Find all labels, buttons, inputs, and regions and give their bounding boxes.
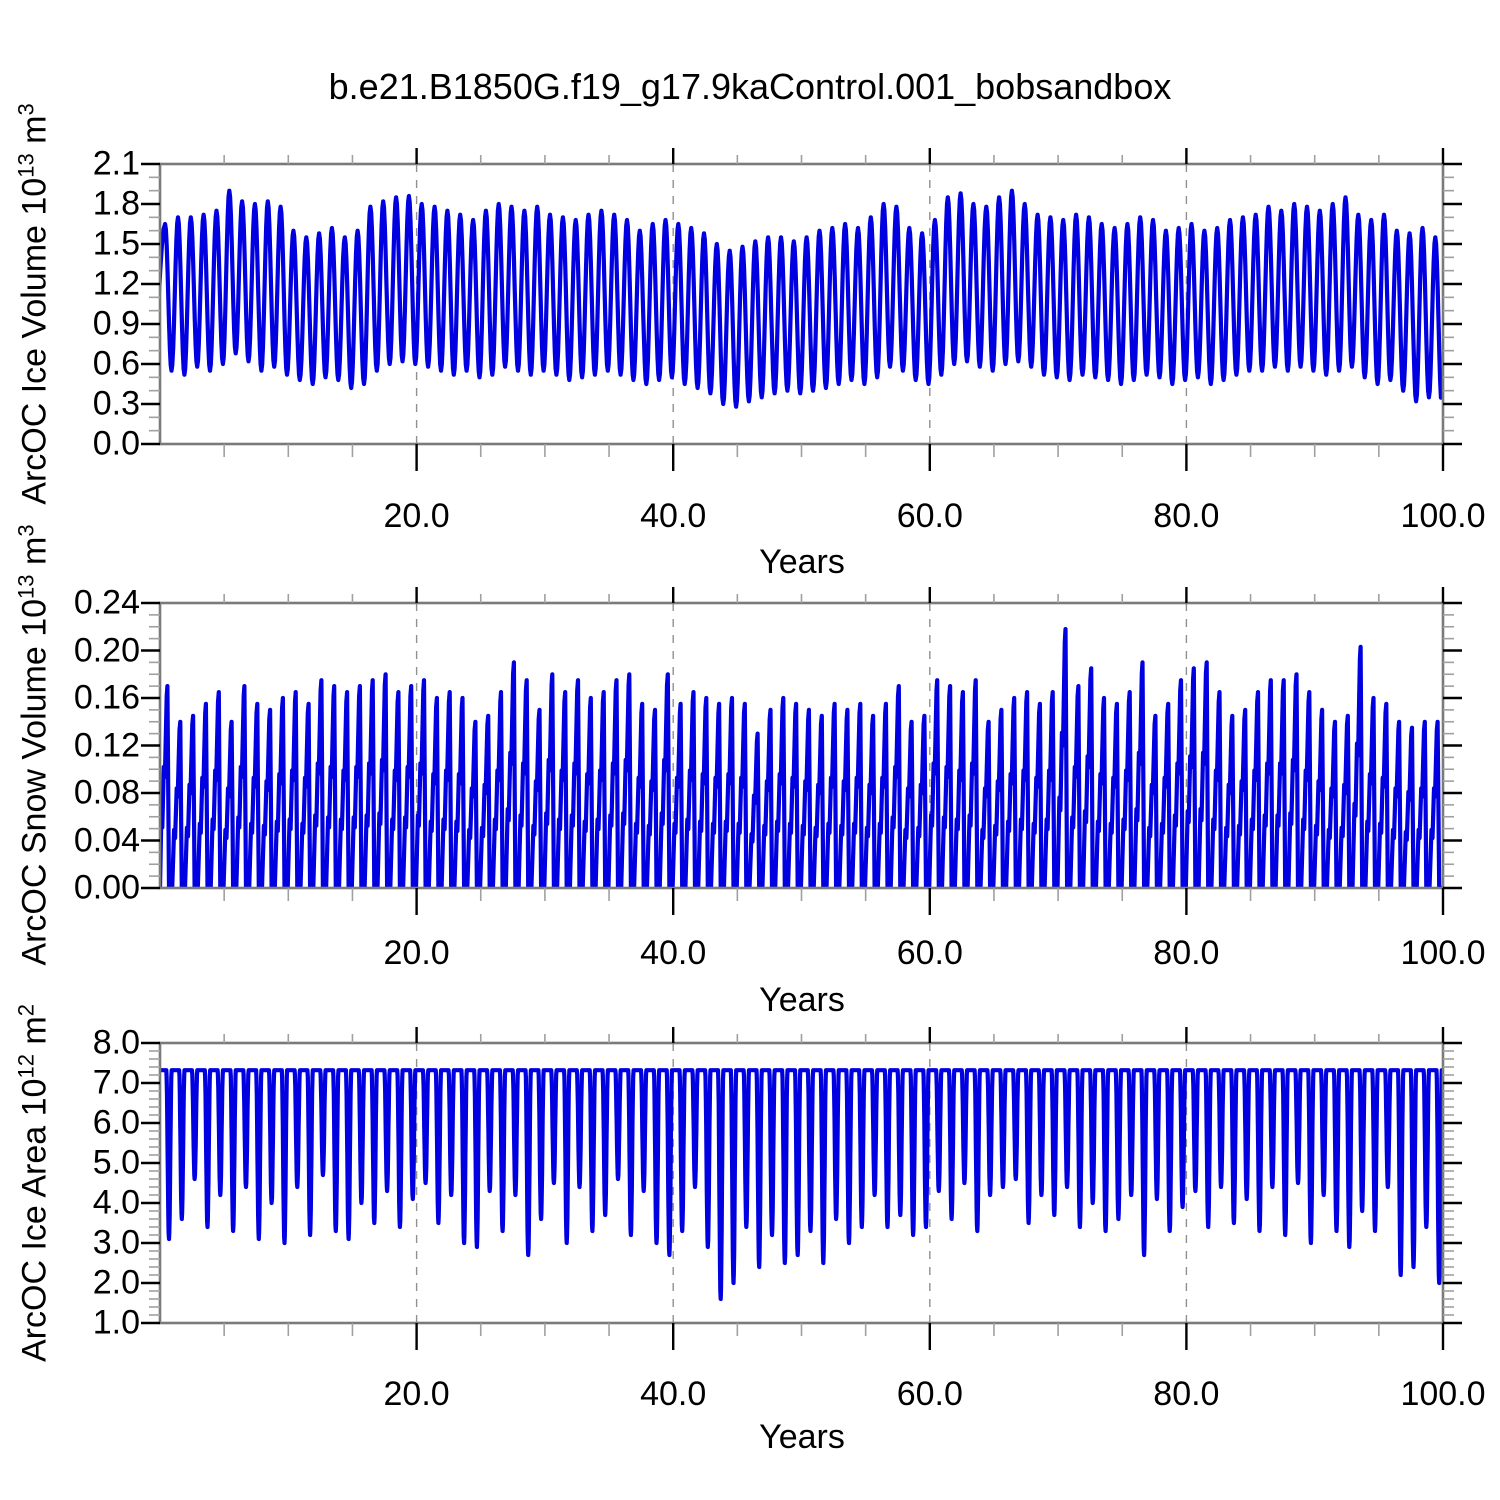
x-tick-label: 100.0 — [1400, 934, 1486, 972]
y-tick-label: 0.20 — [73, 631, 140, 669]
x-tick-label: 100.0 — [1400, 1375, 1486, 1413]
y-tick-label: 1.0 — [92, 1303, 140, 1342]
y-tick-label: 0.0 — [92, 424, 140, 463]
unit-exponent: 3 — [13, 524, 39, 537]
data-series-arcoc-ice-area — [160, 1068, 1443, 1302]
x-axis-title-panel3: Years — [759, 1418, 845, 1456]
y-tick-label: 6.0 — [92, 1103, 140, 1142]
y-tick-label: 1.5 — [92, 224, 140, 263]
x-tick-label: 80.0 — [1153, 497, 1220, 535]
y-tick-label: 0.24 — [73, 583, 140, 622]
y-tick-label: 2.0 — [92, 1263, 140, 1302]
x-tick-label: 60.0 — [896, 934, 963, 972]
y-tick-label: 0.04 — [73, 821, 140, 859]
unit-exponent: 3 — [13, 103, 39, 116]
x-tick-label: 60.0 — [896, 1375, 963, 1413]
y-tick-label: 2.1 — [92, 144, 140, 183]
y-tick-label: 1.8 — [92, 184, 140, 223]
y-tick-label: 8.0 — [92, 1023, 140, 1062]
x-tick-label: 40.0 — [640, 1375, 707, 1413]
y-tick-label: 4.0 — [92, 1183, 140, 1222]
x-tick-label: 20.0 — [383, 934, 450, 972]
y-tick-label: 0.12 — [73, 726, 140, 764]
y-tick-label: 0.08 — [73, 773, 140, 812]
data-series-arcoc-ice-volume — [160, 188, 1443, 409]
y-tick-label: 0.9 — [92, 304, 140, 343]
y-tick-label: 7.0 — [92, 1063, 140, 1102]
x-tick-label: 80.0 — [1153, 934, 1220, 972]
x-axis-title-panel1: Years — [759, 543, 845, 581]
y-tick-label: 0.16 — [73, 678, 140, 717]
y-tick-label: 3.0 — [92, 1223, 140, 1262]
y-tick-label: 0.00 — [73, 868, 140, 907]
y-tick-label: 0.3 — [92, 384, 140, 423]
data-series-arcoc-snow-volume — [160, 626, 1443, 888]
chart-title: b.e21.B1850G.f19_g17.9kaControl.001_bobs… — [328, 66, 1172, 107]
x-tick-label: 40.0 — [640, 934, 707, 972]
x-tick-label: 100.0 — [1400, 497, 1486, 535]
y-tick-label: 5.0 — [92, 1143, 140, 1182]
y-tick-label: 0.6 — [92, 344, 140, 383]
x-tick-label: 40.0 — [640, 497, 707, 535]
x-axis-title-panel2: Years — [759, 981, 845, 1019]
x-tick-label: 80.0 — [1153, 1375, 1220, 1413]
x-tick-label: 20.0 — [383, 497, 450, 535]
x-tick-label: 60.0 — [896, 497, 963, 535]
x-tick-label: 20.0 — [383, 1375, 450, 1413]
y-tick-label: 1.2 — [92, 264, 140, 303]
